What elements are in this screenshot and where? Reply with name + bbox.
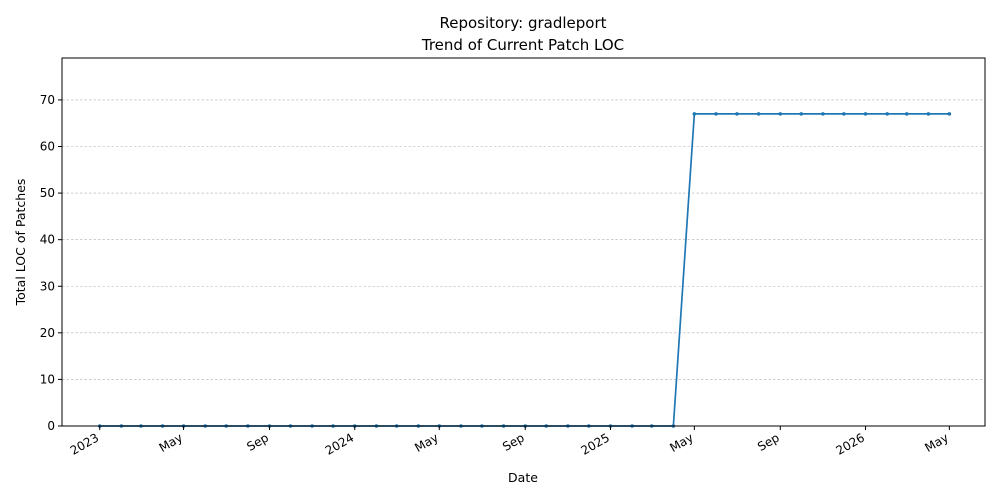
data-point xyxy=(947,112,952,116)
data-point xyxy=(842,112,846,116)
data-point xyxy=(692,112,697,116)
data-point xyxy=(714,112,718,116)
x-tick-label: 2026 xyxy=(834,430,867,457)
chart-title: Repository: gradleport xyxy=(439,14,606,32)
x-axis: 2023 May Sep 2024 May Sep 2025 May Sep 2026 May xyxy=(68,426,951,458)
y-axis-label: Total LOC of Patches xyxy=(13,179,28,307)
x-tick-label: Sep xyxy=(755,430,782,453)
x-tick-label: 2025 xyxy=(579,430,612,457)
data-point xyxy=(778,112,783,116)
x-axis-label: Date xyxy=(508,470,538,485)
chart-subtitle: Trend of Current Patch LOC xyxy=(421,36,624,54)
x-tick-label: May xyxy=(157,430,185,455)
data-point xyxy=(904,112,909,116)
y-tick-label: 60 xyxy=(40,140,55,154)
y-tick-label: 50 xyxy=(40,186,55,200)
y-axis: 0 10 20 30 40 50 60 70 xyxy=(40,93,62,433)
y-tick-label: 10 xyxy=(40,372,55,386)
x-tick-label: May xyxy=(667,430,695,455)
data-point xyxy=(799,112,804,116)
series-layer xyxy=(97,112,952,428)
data-point xyxy=(863,112,868,116)
plot-frame xyxy=(61,57,986,427)
data-point xyxy=(885,112,889,116)
data-point xyxy=(821,112,825,116)
y-tick-label: 0 xyxy=(47,419,55,433)
x-tick-label: Sep xyxy=(244,430,271,453)
y-tick-label: 20 xyxy=(40,326,55,340)
y-tick-label: 70 xyxy=(40,93,55,107)
x-tick-label: Sep xyxy=(500,430,527,453)
y-tick-label: 40 xyxy=(40,233,55,247)
data-point xyxy=(926,112,931,116)
x-tick-label: May xyxy=(922,430,950,455)
y-tick-label: 30 xyxy=(40,279,55,293)
x-tick-label: 2024 xyxy=(323,430,356,457)
x-tick-label: 2023 xyxy=(68,430,101,457)
series-line xyxy=(99,113,950,427)
data-point xyxy=(756,112,761,116)
data-point xyxy=(735,112,739,116)
y-gridlines xyxy=(62,99,985,380)
x-tick-label: May xyxy=(412,430,440,455)
